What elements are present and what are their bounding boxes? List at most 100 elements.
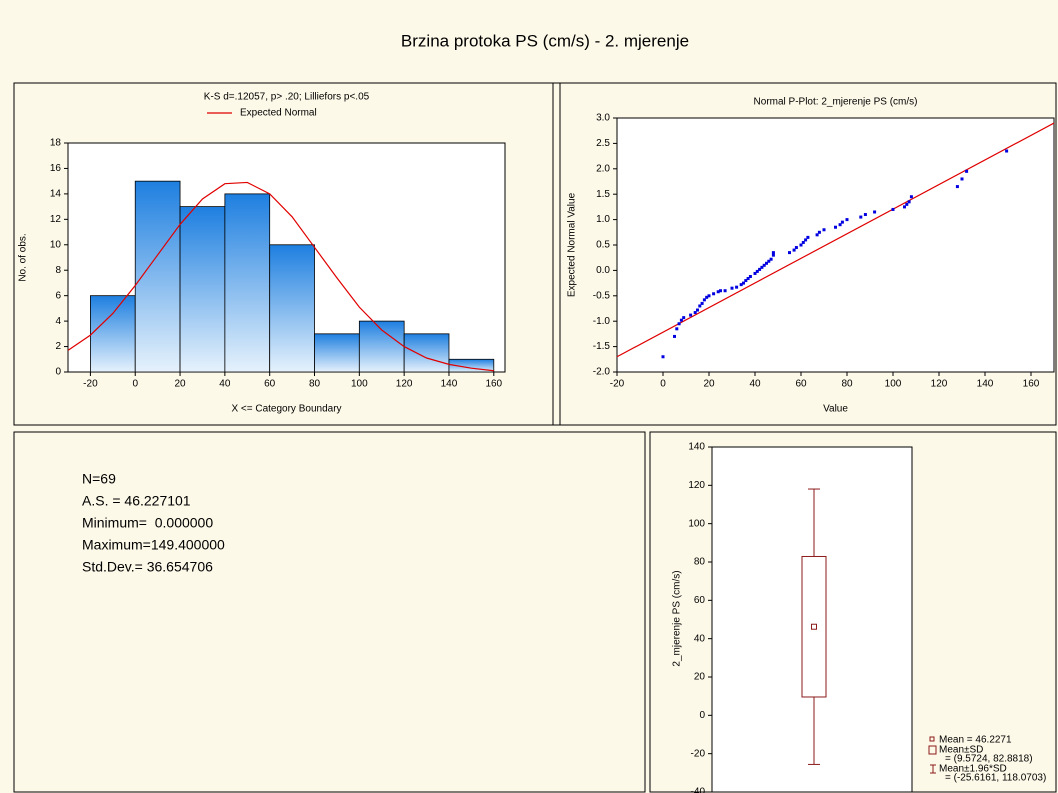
point <box>873 210 877 214</box>
bar <box>134 180 181 373</box>
y-tick-label: 16 <box>50 163 62 174</box>
point <box>804 238 808 242</box>
point <box>700 301 704 305</box>
point <box>891 207 895 211</box>
x-tick-label: 160 <box>1023 379 1040 390</box>
chart-title: Normal P-Plot: 2_mjerenje PS (cm/s) <box>754 97 918 108</box>
y-tick-label: 8 <box>55 265 61 276</box>
x-tick-label: 100 <box>351 379 368 390</box>
y-tick-label: 0.5 <box>596 240 610 251</box>
x-tick-label: 40 <box>749 379 761 390</box>
y-tick-label: 2.0 <box>596 163 610 174</box>
plot-area <box>616 117 1055 373</box>
y-tick-label: -20 <box>691 748 706 759</box>
legend-whisker <box>930 764 936 774</box>
y-tick-label: 1.0 <box>596 214 610 225</box>
y-tick-label: 10 <box>50 239 62 250</box>
x-tick-label: -20 <box>610 379 625 390</box>
point <box>859 215 863 219</box>
x-tick-label: 20 <box>703 379 715 390</box>
point <box>794 246 798 250</box>
point <box>760 265 764 269</box>
point <box>907 200 911 204</box>
stat-line: Minimum= 0.000000 <box>82 515 213 531</box>
point <box>758 267 762 271</box>
y-tick-label: 0.0 <box>596 265 610 276</box>
point <box>771 253 775 257</box>
reference-line <box>616 122 1055 358</box>
x-tick-label: 160 <box>485 379 502 390</box>
x-tick-label: 80 <box>841 379 853 390</box>
legend-box <box>928 745 937 755</box>
x-axis-label: X <= Category Boundary <box>231 404 341 415</box>
y-tick-label: 40 <box>694 633 706 644</box>
stat-line: N=69 <box>82 471 116 487</box>
x-tick-label: 120 <box>396 379 413 390</box>
point <box>801 240 805 244</box>
y-axis-label: Expected Normal Value <box>567 192 578 297</box>
y-tick-label: 140 <box>688 442 705 453</box>
bar <box>403 333 450 373</box>
y-tick-label: 0 <box>699 710 705 721</box>
point <box>767 259 771 263</box>
point <box>822 228 826 232</box>
point <box>748 274 752 278</box>
point <box>965 169 969 173</box>
y-tick-label: 14 <box>50 189 62 200</box>
point <box>753 271 757 275</box>
point <box>788 251 791 255</box>
point <box>762 263 766 267</box>
x-tick-label: 80 <box>309 379 321 390</box>
point <box>746 277 750 281</box>
x-tick-label: 60 <box>795 379 807 390</box>
y-tick-label: -2.0 <box>593 367 611 378</box>
bar <box>179 206 226 373</box>
point <box>815 233 819 237</box>
y-tick-label: 2 <box>55 341 61 352</box>
point <box>840 220 844 224</box>
point <box>806 235 810 239</box>
x-tick-label: 140 <box>441 379 458 390</box>
point <box>769 257 773 261</box>
page-title: Brzina protoka PS (cm/s) - 2. mjerenje <box>401 31 689 50</box>
point <box>698 304 702 308</box>
y-tick-label: 100 <box>688 518 705 529</box>
panel <box>13 82 561 426</box>
point <box>696 308 699 312</box>
y-tick-label: -0.5 <box>593 290 611 301</box>
point <box>863 213 867 217</box>
chart-title: K-S d=.12057, p> .20; Lilliefors p<.05 <box>204 92 370 103</box>
normal-curve <box>67 181 494 372</box>
x-tick-label: 0 <box>132 379 138 390</box>
y-tick-label: 0 <box>55 367 61 378</box>
point <box>744 279 748 283</box>
x-tick-label: 120 <box>931 379 948 390</box>
point <box>677 322 681 326</box>
panel <box>552 82 1057 426</box>
bar <box>448 358 495 373</box>
point <box>838 223 842 227</box>
point <box>693 311 697 315</box>
point <box>735 285 739 289</box>
legend-label: Mean±SD <box>939 745 983 756</box>
point <box>689 313 693 317</box>
box <box>801 555 827 698</box>
y-tick-label: 1.5 <box>596 189 610 200</box>
stat-line: Maximum=149.400000 <box>82 537 225 553</box>
point <box>707 294 711 298</box>
y-tick-label: 80 <box>694 557 706 568</box>
y-tick-label: 6 <box>55 290 61 301</box>
bar <box>358 320 405 373</box>
point <box>792 248 796 252</box>
x-tick-label: 20 <box>174 379 186 390</box>
y-tick-label: 120 <box>688 480 705 491</box>
point <box>742 281 745 285</box>
stat-line: Std.Dev.= 36.654706 <box>82 559 213 575</box>
point <box>673 334 676 338</box>
point <box>765 261 768 265</box>
point <box>716 290 720 294</box>
x-tick-label: -20 <box>83 379 98 390</box>
bar <box>314 333 360 373</box>
y-tick-label: 2.5 <box>596 138 610 149</box>
point <box>702 298 706 302</box>
